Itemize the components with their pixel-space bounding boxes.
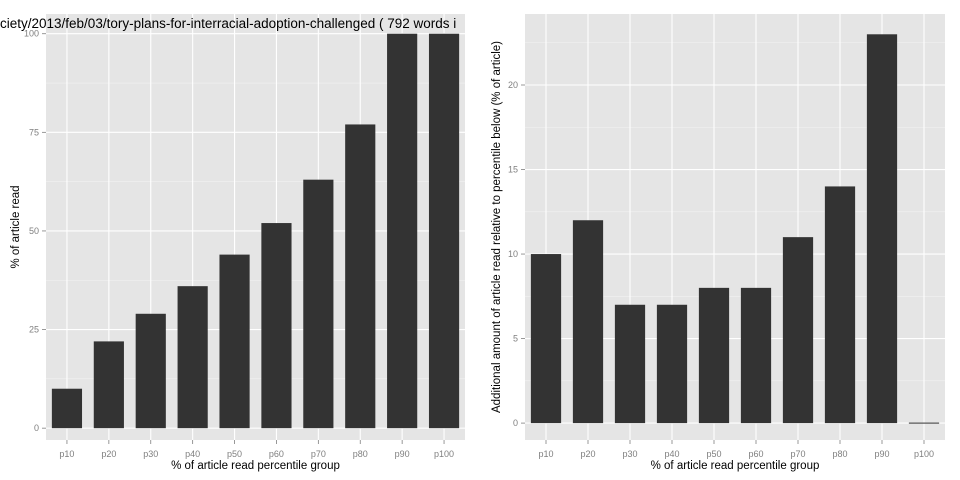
y-tick-label: 50 bbox=[29, 226, 39, 236]
x-tick-label: p10 bbox=[59, 449, 74, 459]
x-tick-label: p40 bbox=[185, 449, 200, 459]
y-tick-label: 75 bbox=[29, 127, 39, 137]
y-axis-title: Additional amount of article read relati… bbox=[491, 41, 503, 413]
bar-p30 bbox=[135, 313, 166, 429]
bar-p20 bbox=[572, 220, 604, 424]
bar-p90 bbox=[866, 34, 898, 424]
x-tick-label: p60 bbox=[269, 449, 284, 459]
x-axis-title: % of article read percentile group bbox=[171, 460, 340, 472]
bar-p80 bbox=[824, 186, 856, 424]
bar-p10 bbox=[530, 254, 562, 424]
x-tick-label: p70 bbox=[790, 449, 805, 459]
bar-p10 bbox=[51, 388, 83, 429]
x-tick-label: p100 bbox=[914, 449, 934, 459]
y-tick-label: 100 bbox=[24, 29, 39, 39]
x-axis-title: % of article read percentile group bbox=[651, 460, 820, 472]
bar-p70 bbox=[782, 237, 814, 424]
bar-p70 bbox=[303, 179, 334, 429]
x-tick-label: p40 bbox=[664, 449, 679, 459]
x-tick-label: p30 bbox=[143, 449, 158, 459]
bar-p90 bbox=[387, 33, 418, 429]
bar-p60 bbox=[740, 287, 772, 424]
y-axis-title: % of article read bbox=[10, 185, 22, 268]
x-tick-label: p30 bbox=[622, 449, 637, 459]
y-tick-label: 0 bbox=[513, 418, 518, 428]
x-tick-label: p90 bbox=[874, 449, 889, 459]
bar-p40 bbox=[656, 304, 688, 424]
bar-p60 bbox=[261, 223, 292, 429]
bar-p50 bbox=[698, 287, 730, 424]
bar-p80 bbox=[345, 124, 376, 429]
x-tick-label: p20 bbox=[580, 449, 595, 459]
x-tick-label: p20 bbox=[101, 449, 116, 459]
bar-p40 bbox=[177, 286, 208, 429]
x-tick-label: p10 bbox=[538, 449, 553, 459]
x-tick-label: p70 bbox=[311, 449, 326, 459]
x-tick-label: p80 bbox=[353, 449, 368, 459]
y-tick-label: 5 bbox=[513, 334, 518, 344]
y-tick-label: 10 bbox=[508, 249, 518, 259]
bar-p20 bbox=[93, 341, 124, 429]
x-tick-label: p60 bbox=[748, 449, 763, 459]
bar-p30 bbox=[614, 304, 646, 424]
x-tick-label: p50 bbox=[227, 449, 242, 459]
x-tick-label: p80 bbox=[832, 449, 847, 459]
x-tick-label: p50 bbox=[706, 449, 721, 459]
y-tick-label: 15 bbox=[508, 165, 518, 175]
bar-p50 bbox=[219, 254, 250, 429]
x-tick-label: p100 bbox=[434, 449, 454, 459]
y-tick-label: 20 bbox=[508, 80, 518, 90]
chart-title: ciety/2013/feb/03/tory-plans-for-interra… bbox=[0, 16, 456, 31]
bar-p100 bbox=[908, 422, 940, 424]
y-tick-label: 0 bbox=[34, 423, 39, 433]
y-tick-label: 25 bbox=[29, 325, 39, 335]
chart-panel-additional-read: 0 5 10 15 20 p10 p20 p30 p40 p50 p60 p70 p80 p90 p100%… bbox=[491, 14, 945, 472]
bar-p100 bbox=[428, 33, 460, 429]
x-tick-label: p90 bbox=[395, 449, 410, 459]
chart-panel-read-percent: 0 25 50 75 100 p10 p20 p30 p40 p50 p60 p70 p80 p90 p10… bbox=[0, 14, 465, 472]
